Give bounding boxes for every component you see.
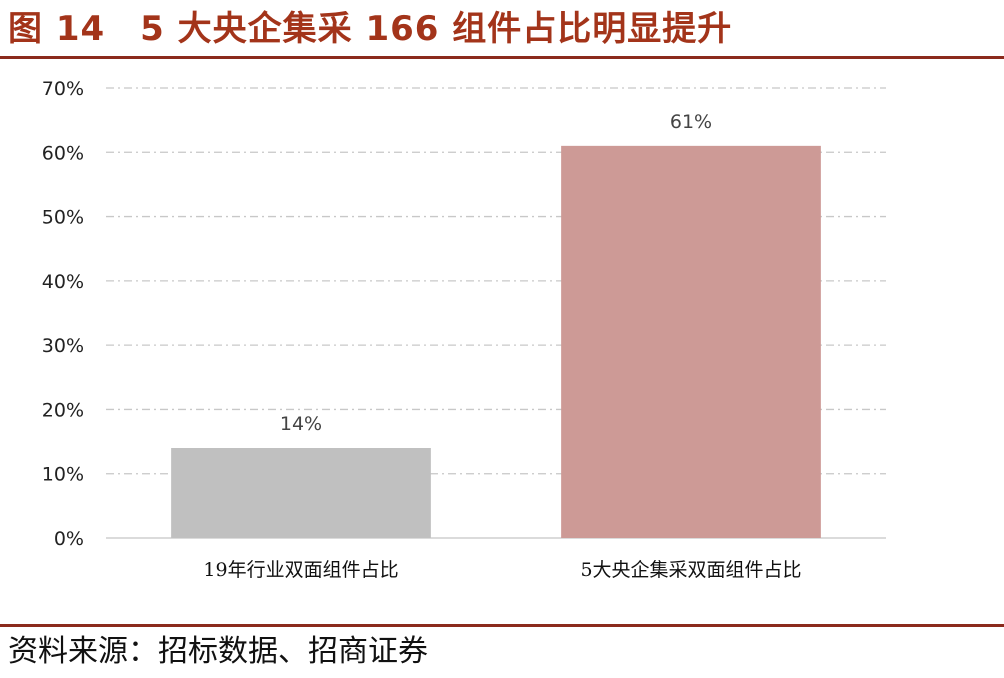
source-note: 资料来源：招标数据、招商证券 xyxy=(8,634,428,669)
source-divider xyxy=(0,624,1004,627)
figure-title: 图 14 5 大央企集采 166 组件占比明显提升 xyxy=(8,9,733,49)
y-tick-label: 40% xyxy=(42,271,84,293)
y-tick-label: 10% xyxy=(42,464,84,486)
bar-2 xyxy=(561,145,821,538)
data-label: 61% xyxy=(670,111,712,133)
y-tick-label: 70% xyxy=(42,78,84,100)
bar-1 xyxy=(171,448,431,538)
data-label: 14% xyxy=(280,413,322,435)
y-axis-ticks: 0% 10% 20% 30% 40% 50% 60% 70% xyxy=(42,78,84,550)
bar-chart: 0% 10% 20% 30% 40% 50% 60% 70% 19年行业双面组件占比 5大央企集… xyxy=(42,78,886,581)
y-tick-label: 20% xyxy=(42,399,84,421)
y-tick-label: 60% xyxy=(42,142,84,164)
gridlines xyxy=(106,87,886,539)
category-label: 5大央企集采双面组件占比 xyxy=(580,559,801,581)
bars xyxy=(171,145,821,538)
x-axis-categories: 19年行业双面组件占比 5大央企集采双面组件占比 xyxy=(203,559,801,581)
y-tick-label: 30% xyxy=(42,335,84,357)
data-labels: 14% 61% xyxy=(280,111,712,435)
y-tick-label: 0% xyxy=(54,528,84,550)
category-label: 19年行业双面组件占比 xyxy=(203,559,398,581)
title-divider xyxy=(0,56,1004,59)
y-tick-label: 50% xyxy=(42,207,84,229)
